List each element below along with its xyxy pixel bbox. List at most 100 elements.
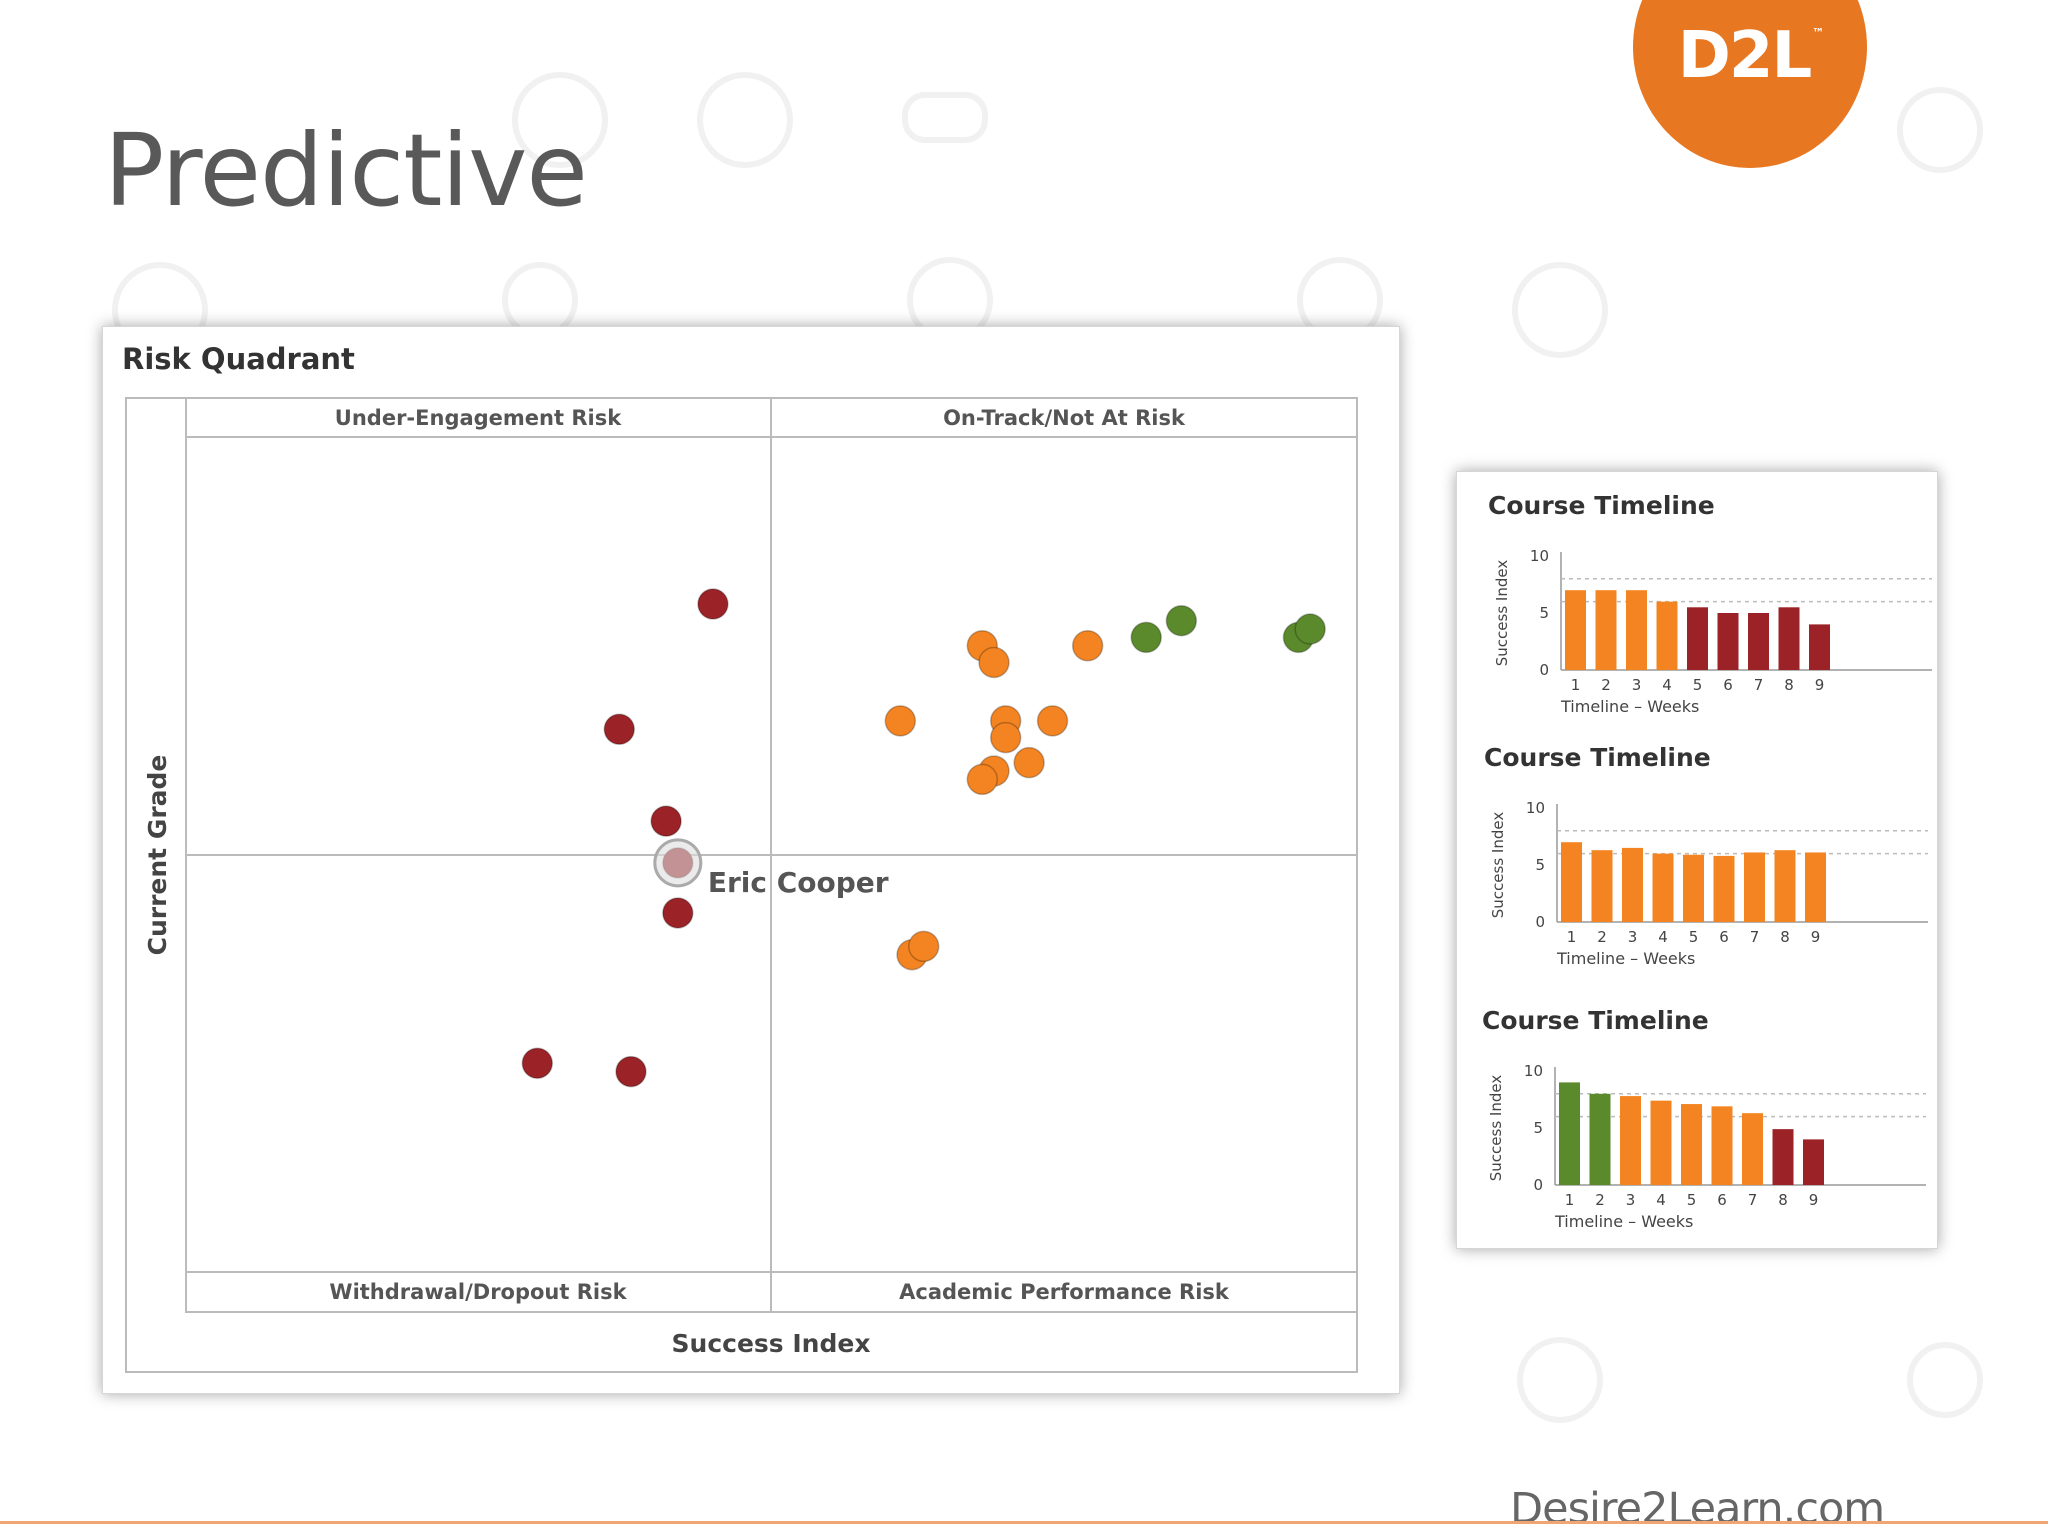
timeline-y-tick-2-5: 5 — [1535, 856, 1545, 874]
timeline-bar-2-week-2[interactable] — [1591, 850, 1613, 922]
timeline-x-tick-3-2: 2 — [1595, 1191, 1605, 1209]
student-point-20[interactable] — [1130, 621, 1162, 654]
selected-student-label: Eric Cooper — [708, 866, 889, 899]
course-timeline-panel: Course Timeline 0 5 10 1 2 3 4 5 6 7 8 9 Timeline – … — [1456, 471, 1938, 1249]
timeline-y-tick-3-10: 10 — [1524, 1062, 1543, 1080]
timeline-x-tick-3-9: 9 — [1809, 1191, 1819, 1209]
timeline-y-label-2: Success Index — [1489, 812, 1507, 919]
timeline-x-tick-3-4: 4 — [1656, 1191, 1666, 1209]
timeline-bar-1-week-8[interactable] — [1778, 607, 1800, 670]
risk-quadrant-title: Risk Quadrant — [122, 342, 355, 376]
timeline-x-label-3: Timeline – Weeks — [1554, 1212, 1693, 1231]
timeline-bar-1-week-5[interactable] — [1687, 607, 1708, 670]
student-point-7[interactable] — [615, 1055, 647, 1088]
student-point-17[interactable] — [966, 763, 999, 796]
student-point-6[interactable] — [521, 1047, 554, 1079]
student-point-10[interactable] — [978, 646, 1010, 679]
timeline-bar-3-week-6[interactable] — [1711, 1106, 1733, 1185]
basketball-icon — [697, 72, 793, 168]
timeline-x-tick-2-6: 6 — [1719, 928, 1729, 946]
risk-quadrant-chart: Risk Quadrant Under-Engagement Risk On-T… — [122, 342, 1358, 1373]
timeline-x-tick-1-3: 3 — [1632, 676, 1642, 694]
timeline-bar-2-week-8[interactable] — [1774, 850, 1796, 922]
timeline-bar-1-week-2[interactable] — [1595, 590, 1617, 670]
timeline-bar-1-week-9[interactable] — [1809, 624, 1830, 670]
risk-quadrant-panel: Risk Quadrant Under-Engagement Risk On-T… — [102, 326, 1400, 1394]
timeline-bar-2-week-9[interactable] — [1805, 852, 1826, 922]
timeline-x-tick-1-6: 6 — [1723, 676, 1733, 694]
timeline-bar-3-week-1[interactable] — [1559, 1082, 1580, 1185]
timeline-x-tick-2-1: 1 — [1567, 928, 1577, 946]
timeline-bar-3-week-3[interactable] — [1620, 1096, 1641, 1185]
trademark-mark: ™ — [1812, 26, 1824, 40]
timeline-y-label-3: Success Index — [1487, 1075, 1505, 1182]
student-point-23[interactable] — [1294, 613, 1326, 645]
timeline-bar-1-week-1[interactable] — [1565, 590, 1586, 670]
footer-website[interactable]: Desire2Learn.com — [1510, 1484, 1885, 1534]
timeline-y-tick-1-10: 10 — [1530, 547, 1549, 565]
quadrant-label-bottom-left: Withdrawal/Dropout Risk — [329, 1280, 627, 1304]
timeline-bar-2-week-4[interactable] — [1652, 853, 1674, 922]
timeline-bar-2-week-3[interactable] — [1622, 847, 1643, 922]
timeline-bar-3-week-8[interactable] — [1772, 1129, 1794, 1185]
student-point-13[interactable] — [989, 721, 1022, 754]
student-point-14[interactable] — [1036, 705, 1069, 737]
timeline-x-tick-1-9: 9 — [1815, 676, 1825, 694]
timeline-bar-3-week-9[interactable] — [1803, 1139, 1824, 1185]
course-timeline-chart-1: Course Timeline 0 5 10 1 2 3 4 5 6 7 8 9 Timeline – … — [1488, 491, 1932, 716]
student-point-11[interactable] — [1071, 630, 1104, 662]
timeline-bar-3-week-2[interactable] — [1589, 1093, 1611, 1185]
timeline-bar-2-week-6[interactable] — [1713, 855, 1735, 922]
student-point-21[interactable] — [1165, 604, 1198, 637]
timeline-x-tick-2-4: 4 — [1658, 928, 1668, 946]
timeline-x-tick-1-7: 7 — [1754, 676, 1764, 694]
student-point-3[interactable] — [650, 805, 682, 837]
y-axis-label: Current Grade — [143, 755, 172, 956]
timeline-bar-2-week-7[interactable] — [1744, 852, 1765, 922]
timeline-x-tick-2-3: 3 — [1628, 928, 1638, 946]
timeline-bar-3-week-7[interactable] — [1742, 1113, 1763, 1185]
timeline-x-tick-3-5: 5 — [1687, 1191, 1697, 1209]
timeline-x-tick-2-8: 8 — [1780, 928, 1790, 946]
timeline-bar-1-week-7[interactable] — [1748, 613, 1769, 670]
feather-icon — [1907, 1342, 1983, 1418]
timeline-x-tick-1-1: 1 — [1571, 676, 1581, 694]
group-icon — [1517, 1337, 1603, 1423]
selected-student-ring[interactable] — [653, 838, 703, 888]
timeline-bar-3-week-5[interactable] — [1681, 1104, 1702, 1185]
timeline-bar-3-week-4[interactable] — [1650, 1100, 1672, 1185]
timeline-x-tick-3-6: 6 — [1717, 1191, 1727, 1209]
timeline-y-label-1: Success Index — [1493, 560, 1511, 667]
student-point-2[interactable] — [603, 713, 636, 745]
quadrant-label-top-left: Under-Engagement Risk — [335, 406, 622, 430]
footer-rule — [0, 1521, 2048, 1524]
timeline-x-tick-3-1: 1 — [1565, 1191, 1575, 1209]
person-icon — [1512, 262, 1608, 358]
timeline-y-tick-2-0: 0 — [1535, 913, 1545, 931]
timeline-bar-1-week-6[interactable] — [1717, 613, 1739, 670]
timeline-x-tick-1-5: 5 — [1693, 676, 1703, 694]
globe-icon — [512, 72, 608, 168]
student-point-8[interactable] — [884, 705, 917, 737]
x-axis-label: Success Index — [672, 1329, 871, 1358]
people-icon — [502, 262, 578, 338]
student-point-15[interactable] — [1013, 746, 1045, 779]
timeline-title-2: Course Timeline — [1484, 743, 1711, 772]
timeline-title-3: Course Timeline — [1482, 1006, 1709, 1035]
timeline-y-tick-3-0: 0 — [1533, 1176, 1543, 1194]
student-point-19[interactable] — [907, 930, 940, 963]
student-point-5[interactable] — [662, 897, 694, 929]
timeline-x-label-2: Timeline – Weeks — [1556, 949, 1695, 968]
timeline-x-label-1: Timeline – Weeks — [1560, 697, 1699, 716]
timeline-x-tick-3-8: 8 — [1778, 1191, 1788, 1209]
scatter-points — [521, 588, 1326, 1088]
timeline-x-tick-1-8: 8 — [1784, 676, 1794, 694]
timeline-bar-2-week-5[interactable] — [1683, 854, 1704, 922]
timeline-bar-1-week-4[interactable] — [1656, 601, 1678, 670]
timeline-bar-2-week-1[interactable] — [1561, 842, 1582, 922]
speech-bubble-icon — [902, 92, 988, 143]
slide-title: Predictive — [104, 112, 588, 229]
student-point-1[interactable] — [697, 588, 729, 620]
timeline-bar-1-week-3[interactable] — [1626, 590, 1647, 670]
